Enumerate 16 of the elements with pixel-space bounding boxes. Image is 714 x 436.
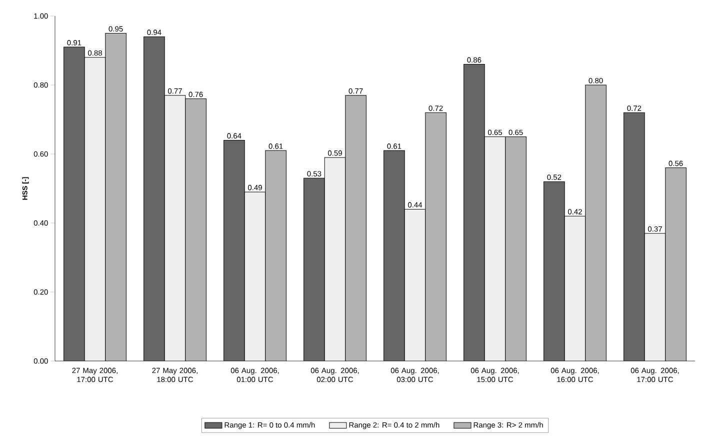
- bar: [164, 95, 186, 361]
- bar: [564, 216, 586, 361]
- bar: [484, 136, 506, 361]
- bar: [505, 136, 526, 361]
- bar: [265, 150, 286, 361]
- bar: [324, 157, 346, 361]
- bar: [105, 33, 126, 361]
- bar: [644, 233, 666, 361]
- bar: [185, 98, 206, 361]
- bar: [345, 95, 366, 361]
- bar: [84, 57, 106, 361]
- bar: [404, 209, 426, 361]
- bar: [665, 168, 686, 361]
- bar: [244, 192, 266, 361]
- bar: [585, 84, 606, 361]
- bar: [425, 112, 446, 361]
